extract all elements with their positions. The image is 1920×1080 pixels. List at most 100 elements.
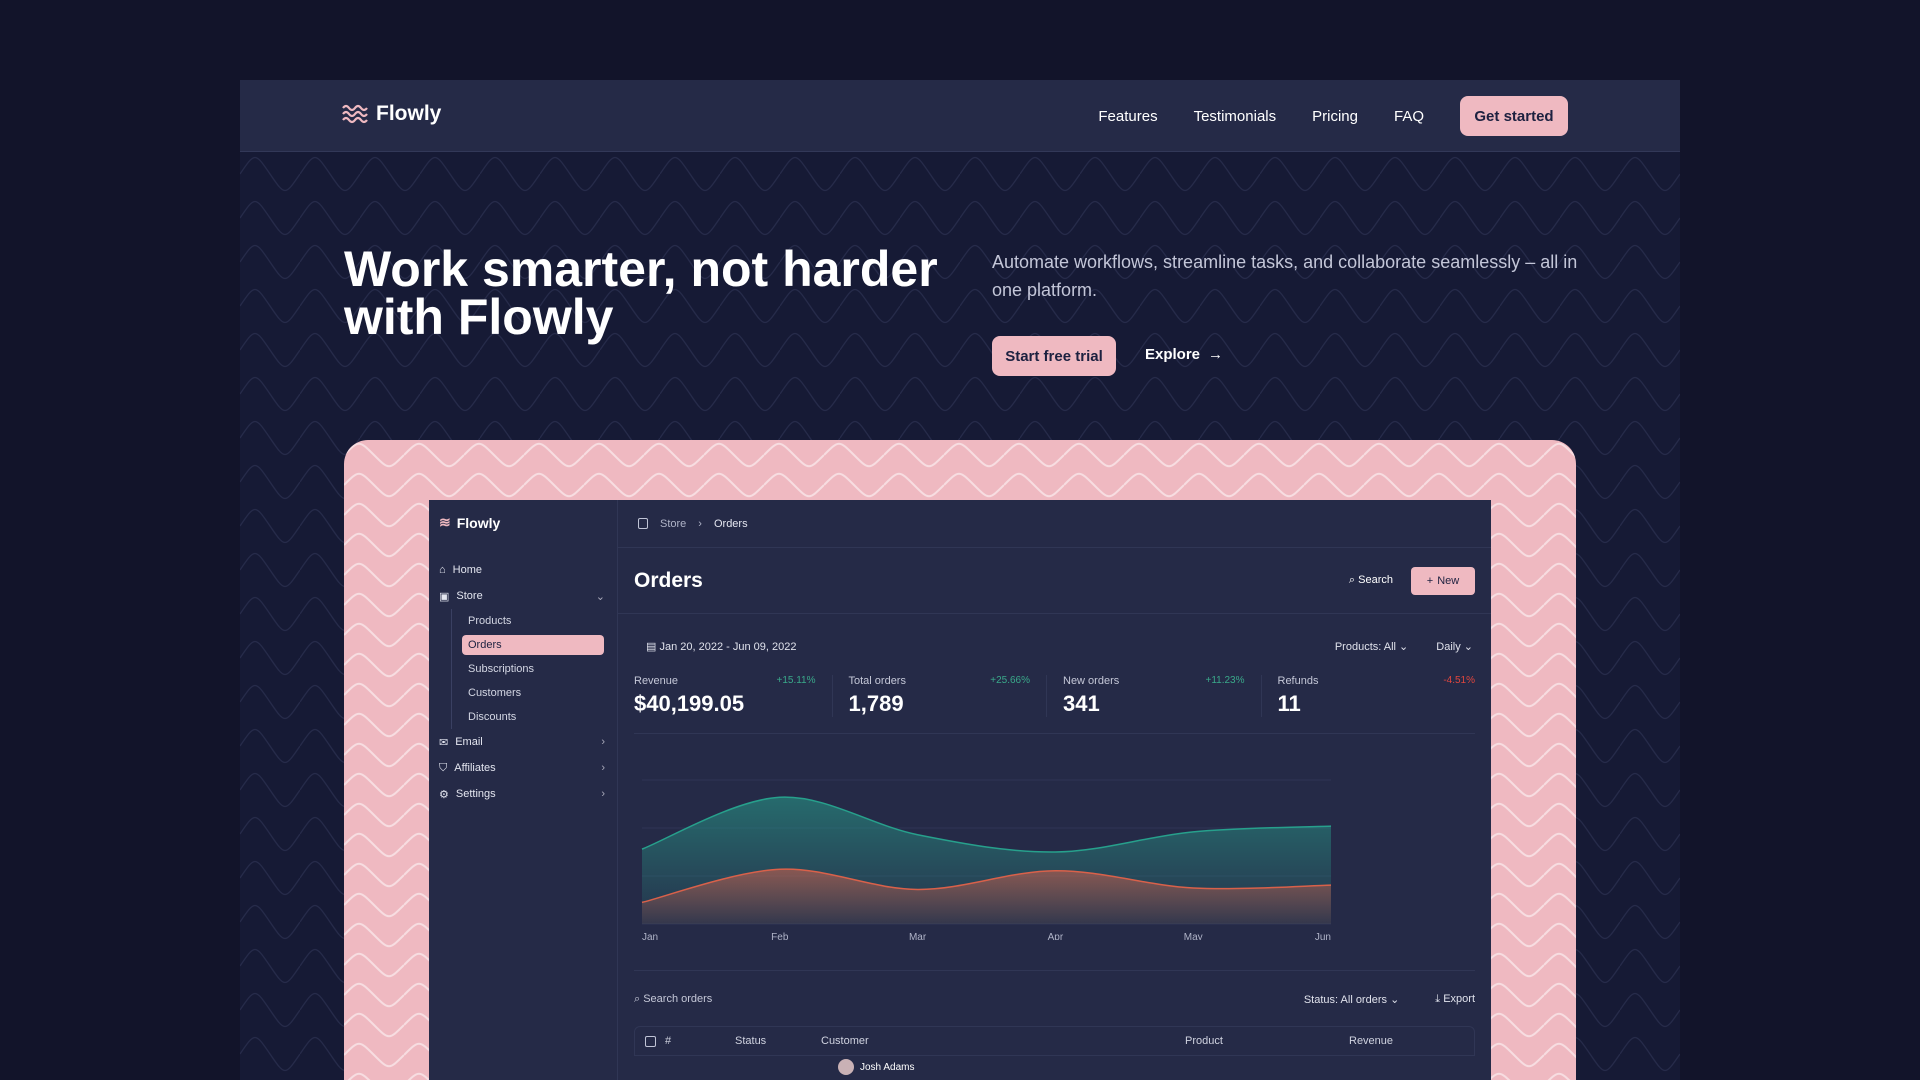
products-filter[interactable]: Products: All ⌄ bbox=[1335, 640, 1408, 653]
download-icon: ⤓ bbox=[1435, 993, 1444, 1005]
stat-total-orders: Total orders +25.66% 1,789 bbox=[831, 675, 1047, 717]
new-button[interactable]: + New bbox=[1411, 566, 1475, 595]
stat-label: Refunds bbox=[1277, 675, 1319, 687]
dashboard-window: ≋ Flowly ⌂ Home ▣ Store ⌄ Products Orders Su… bbox=[429, 500, 1491, 1080]
chevron-down-icon: ⌄ bbox=[1463, 641, 1473, 653]
x-tick-label: May bbox=[1184, 932, 1203, 940]
avatar bbox=[838, 1059, 854, 1075]
chevron-right-icon: › bbox=[601, 762, 605, 774]
series-area-1 bbox=[642, 869, 1331, 924]
sidebar-toggle-icon[interactable] bbox=[638, 518, 648, 529]
search-icon: ⌕ bbox=[634, 993, 644, 1005]
col-product[interactable]: Product bbox=[1185, 1035, 1223, 1047]
explore-link[interactable]: Explore → bbox=[1145, 346, 1223, 363]
hero-subtitle: Automate workflows, streamline tasks, an… bbox=[992, 252, 1578, 300]
shield-icon: ⛉ bbox=[439, 761, 448, 774]
stat-label: Total orders bbox=[848, 675, 906, 687]
col-number[interactable]: # bbox=[665, 1035, 672, 1047]
top-nav: Flowly Features Testimonials Pricing FAQ… bbox=[240, 80, 1680, 152]
nav-pricing[interactable]: Pricing bbox=[1312, 107, 1358, 125]
sidebar-item-orders[interactable]: Orders bbox=[462, 635, 604, 655]
status-filter-label: Status: All orders bbox=[1303, 994, 1387, 1006]
app-logo[interactable]: ≋ Flowly bbox=[439, 514, 607, 531]
x-tick-label: Feb bbox=[771, 932, 789, 940]
col-revenue[interactable]: Revenue bbox=[1349, 1035, 1394, 1047]
stat-revenue: Revenue +15.11% $40,199.05 bbox=[634, 675, 832, 717]
sidebar-item-store[interactable]: ▣ Store ⌄ bbox=[439, 583, 607, 609]
table-row[interactable]: Josh Adams bbox=[838, 1059, 914, 1075]
search-orders-placeholder: Search orders bbox=[643, 993, 713, 1005]
home-icon: ⌂ bbox=[439, 564, 446, 576]
sliders-icon: ⚙ bbox=[439, 788, 449, 801]
sidebar-item-home[interactable]: ⌂ Home bbox=[439, 557, 607, 583]
app-preview: ≋ Flowly ⌂ Home ▣ Store ⌄ Products Orders Su… bbox=[344, 440, 1576, 1080]
stat-value: $40,199.05 bbox=[634, 691, 745, 716]
main-content: Store › Orders Orders ⌕ Search + New ▤ Ja… bbox=[618, 500, 1491, 1080]
stat-change: +25.66% bbox=[990, 675, 1030, 686]
sidebar-label: Store bbox=[456, 590, 483, 602]
sidebar-item-subscriptions[interactable]: Subscriptions bbox=[468, 663, 535, 675]
stat-change: +11.23% bbox=[1205, 675, 1245, 686]
breadcrumb-store[interactable]: Store bbox=[660, 517, 687, 530]
app-brand: Flowly bbox=[456, 514, 501, 531]
interval-select[interactable]: Daily ⌄ bbox=[1436, 640, 1473, 653]
status-filter[interactable]: Status: All orders ⌄ bbox=[1304, 993, 1399, 1006]
waves-logo-icon: ≋ bbox=[439, 514, 451, 530]
logo[interactable]: Flowly bbox=[342, 102, 441, 126]
x-tick-label: Jun bbox=[1315, 932, 1331, 940]
store-icon: ▣ bbox=[439, 590, 450, 603]
page-title: Orders bbox=[634, 568, 703, 592]
sidebar-item-email[interactable]: ✉ Email › bbox=[439, 729, 607, 755]
sidebar-item-discounts[interactable]: Discounts bbox=[468, 711, 517, 723]
x-tick-label: Mar bbox=[909, 932, 927, 940]
export-label: Export bbox=[1443, 993, 1475, 1005]
sidebar-item-customers[interactable]: Customers bbox=[468, 687, 522, 699]
stat-label: Revenue bbox=[634, 675, 679, 687]
hero-title: Work smarter, not harder with Flowly bbox=[344, 241, 938, 345]
series-line-1 bbox=[641, 868, 1332, 904]
stat-change: -4.51% bbox=[1443, 675, 1475, 686]
new-label: New bbox=[1437, 574, 1460, 587]
search-button[interactable]: ⌕ Search bbox=[1349, 574, 1393, 587]
search-orders-input[interactable]: ⌕ Search orders bbox=[634, 993, 712, 1006]
col-status[interactable]: Status bbox=[735, 1035, 767, 1047]
chevron-down-icon: ⌄ bbox=[1399, 641, 1409, 653]
col-customer[interactable]: Customer bbox=[821, 1035, 869, 1047]
sidebar-label: Home bbox=[452, 564, 482, 576]
nav-features[interactable]: Features bbox=[1098, 107, 1158, 125]
stat-value: 1,789 bbox=[848, 691, 904, 716]
breadcrumb-orders: Orders bbox=[713, 517, 748, 530]
plus-icon: + bbox=[1426, 574, 1434, 587]
orders-area-chart: Jan Feb Mar Apr May Jun bbox=[641, 779, 1332, 940]
x-tick-label: Apr bbox=[1048, 932, 1064, 940]
select-all-checkbox[interactable] bbox=[645, 1035, 656, 1047]
stat-value: 341 bbox=[1063, 691, 1100, 716]
sidebar-item-products[interactable]: Products bbox=[468, 615, 512, 627]
interval-label: Daily bbox=[1436, 641, 1461, 653]
table-header: # Status Customer Product Revenue bbox=[634, 1026, 1475, 1056]
nav-faq[interactable]: FAQ bbox=[1393, 107, 1424, 125]
stat-value: 11 bbox=[1277, 691, 1301, 716]
chevron-right-icon: › bbox=[601, 736, 605, 748]
start-trial-button[interactable]: Start free trial bbox=[992, 336, 1116, 376]
series-line-0 bbox=[641, 796, 1332, 853]
date-range-label: Jan 20, 2022 - Jun 09, 2022 bbox=[659, 641, 797, 653]
stat-new-orders: New orders +11.23% 341 bbox=[1046, 675, 1261, 717]
chevron-right-icon: › bbox=[601, 788, 605, 800]
export-button[interactable]: ⤓ Export bbox=[1435, 993, 1475, 1006]
chevron-down-icon: ⌄ bbox=[595, 590, 605, 603]
chevron-right-icon: › bbox=[698, 517, 702, 530]
explore-label: Explore bbox=[1145, 346, 1201, 363]
landing-page: Flowly Features Testimonials Pricing FAQ… bbox=[240, 80, 1680, 1080]
brand-name: Flowly bbox=[376, 102, 442, 125]
customer-name: Josh Adams bbox=[860, 1061, 915, 1073]
stat-label: New orders bbox=[1063, 675, 1120, 687]
get-started-button[interactable]: Get started bbox=[1460, 96, 1568, 136]
stats-row: Revenue +15.11% $40,199.05 Total orders +25… bbox=[634, 675, 1475, 734]
breadcrumb: Store › Orders bbox=[618, 500, 1491, 548]
sidebar-item-affiliates[interactable]: ⛉ Affiliates › bbox=[439, 755, 607, 781]
sidebar-item-settings[interactable]: ⚙ Settings › bbox=[439, 781, 607, 807]
date-range-picker[interactable]: ▤ Jan 20, 2022 - Jun 09, 2022 bbox=[646, 640, 796, 653]
nav-testimonials[interactable]: Testimonials bbox=[1193, 107, 1277, 125]
x-tick-label: Jan bbox=[642, 932, 658, 940]
